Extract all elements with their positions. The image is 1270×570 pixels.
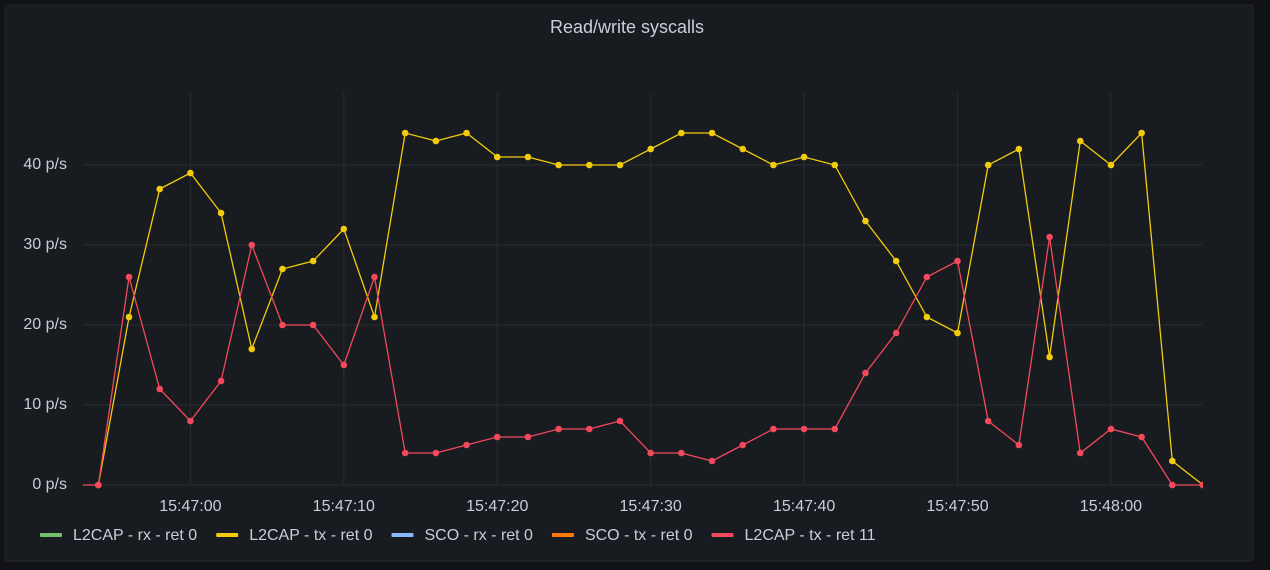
data-point	[401, 129, 409, 137]
y-tick-label: 0 p/s	[32, 476, 67, 493]
data-point	[432, 137, 440, 145]
x-tick-label: 15:47:40	[773, 498, 835, 515]
data-point	[647, 145, 654, 153]
data-point	[1199, 481, 1203, 489]
panel	[4, 4, 1254, 562]
data-point	[309, 321, 317, 329]
data-point	[923, 273, 931, 281]
data-point	[371, 313, 378, 321]
data-point	[1169, 457, 1176, 465]
data-point	[678, 129, 685, 137]
legend-label[interactable]: L2CAP - tx - ret 11	[745, 527, 876, 544]
data-point	[1076, 449, 1084, 457]
data-point	[1138, 129, 1145, 137]
data-point	[125, 313, 133, 321]
data-point	[463, 441, 470, 449]
data-point	[156, 385, 164, 393]
data-point	[524, 153, 532, 161]
data-point	[708, 457, 716, 465]
data-point	[187, 169, 194, 177]
data-point	[340, 225, 348, 233]
data-point	[309, 257, 317, 265]
data-point	[1046, 233, 1053, 241]
data-point	[770, 161, 777, 169]
data-point	[340, 361, 348, 369]
legend-label[interactable]: SCO - rx - ret 0	[425, 527, 534, 544]
data-point	[586, 425, 593, 433]
data-point	[616, 417, 624, 425]
data-point	[217, 377, 225, 385]
data-point	[708, 129, 716, 137]
legend-swatch	[391, 533, 414, 537]
data-point	[1138, 433, 1145, 441]
data-point	[739, 145, 747, 153]
data-point	[555, 425, 562, 433]
data-point	[279, 265, 286, 273]
data-point	[1015, 145, 1023, 153]
data-point	[1169, 481, 1176, 489]
data-point	[678, 449, 685, 457]
y-tick-label: 40 p/s	[23, 156, 67, 173]
data-point	[586, 161, 593, 169]
legend-swatch	[216, 533, 239, 537]
data-point	[862, 369, 869, 377]
data-point	[739, 441, 747, 449]
data-point	[831, 161, 839, 169]
data-point	[770, 425, 777, 433]
data-point	[463, 129, 470, 137]
data-point	[954, 329, 961, 337]
data-point	[555, 161, 562, 169]
data-point	[1107, 425, 1115, 433]
data-point	[800, 153, 808, 161]
data-point	[892, 329, 900, 337]
data-point	[984, 161, 992, 169]
data-point	[248, 241, 256, 249]
data-point	[862, 217, 869, 225]
legend-swatch	[711, 533, 734, 537]
data-point	[984, 417, 992, 425]
data-point	[831, 425, 839, 433]
x-tick-label: 15:48:00	[1080, 498, 1142, 515]
data-point	[187, 417, 194, 425]
x-tick-label: 15:47:20	[466, 498, 528, 515]
legend-swatch	[551, 533, 574, 537]
data-point	[95, 481, 102, 489]
data-point	[401, 449, 409, 457]
data-point	[1046, 353, 1053, 361]
data-point	[1107, 161, 1115, 169]
data-point	[954, 257, 961, 265]
x-tick-label: 15:47:50	[926, 498, 988, 515]
y-tick-label: 20 p/s	[23, 316, 67, 333]
y-tick-label: 30 p/s	[23, 236, 67, 253]
data-point	[524, 433, 532, 441]
chart-title: Read/write syscalls	[550, 17, 704, 37]
data-point	[371, 273, 378, 281]
data-point	[493, 433, 501, 441]
data-point	[892, 257, 900, 265]
data-point	[156, 185, 164, 193]
data-point	[1015, 441, 1023, 449]
data-point	[616, 161, 624, 169]
data-point	[279, 321, 286, 329]
legend-label[interactable]: L2CAP - rx - ret 0	[73, 527, 197, 544]
data-point	[125, 273, 133, 281]
series-line	[83, 236, 1203, 486]
x-tick-label: 15:47:00	[159, 498, 221, 515]
x-tick-label: 15:47:10	[313, 498, 375, 515]
data-point	[1076, 137, 1084, 145]
data-point	[493, 153, 501, 161]
data-point	[923, 313, 931, 321]
data-point	[217, 209, 225, 217]
data-point	[248, 345, 256, 353]
x-tick-label: 15:47:30	[620, 498, 682, 515]
data-point	[647, 449, 654, 457]
legend-label[interactable]: SCO - tx - ret 0	[585, 527, 693, 544]
legend-label[interactable]: L2CAP - tx - ret 0	[249, 527, 372, 544]
y-tick-label: 10 p/s	[23, 396, 67, 413]
data-point	[432, 449, 440, 457]
legend-swatch	[40, 533, 62, 537]
data-point	[800, 425, 808, 433]
